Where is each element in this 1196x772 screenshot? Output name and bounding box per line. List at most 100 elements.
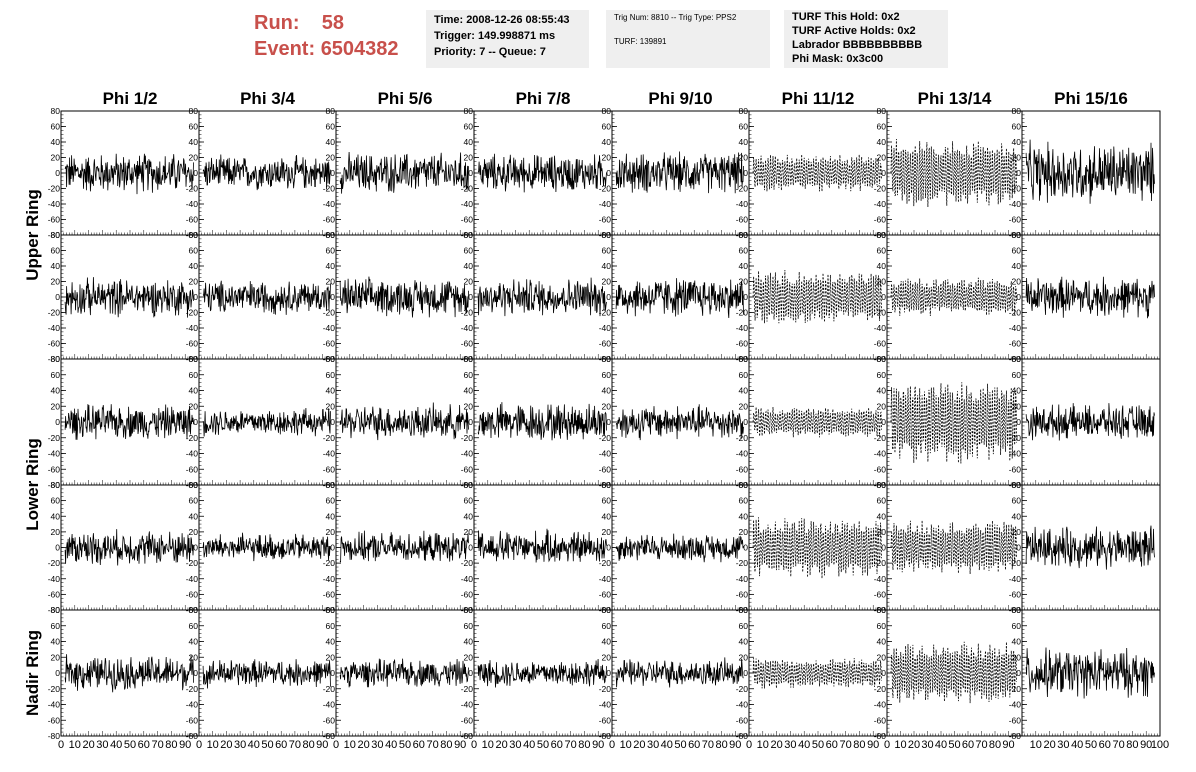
y-tick-label: -60 [1009,589,1022,599]
x-tick-label: 10 [620,739,632,751]
y-tick-label: 40 [189,261,199,271]
y-tick-label: 60 [51,621,61,631]
y-tick-label: -60 [874,589,887,599]
y-tick-label: 40 [1012,386,1022,396]
waveform-trace [477,153,607,193]
y-tick-label: -40 [736,700,749,710]
y-tick-label: 40 [739,137,749,147]
y-tick-label: -60 [874,215,887,225]
x-tick-label: 50 [812,739,824,751]
y-tick-label: 20 [464,527,474,537]
y-tick-label: 40 [1012,137,1022,147]
y-tick-label: 60 [464,621,474,631]
waveform-trace [477,277,607,317]
y-tick-label: 0 [1016,668,1021,678]
ring-label-3: Nadir Ring [23,630,42,716]
y-tick-label: -40 [874,449,887,459]
y-tick-label: -20 [874,558,887,568]
waveform-trace [890,138,1017,208]
y-tick-label: 20 [1012,153,1022,163]
y-tick-label: -40 [323,449,336,459]
run-value: 58 [321,12,345,34]
y-tick-label: 80 [326,480,336,490]
y-tick-label: 20 [739,153,749,163]
x-tick-label: 30 [1057,739,1069,751]
y-tick-label: 0 [606,543,611,553]
y-tick-label: 80 [877,354,887,364]
x-tick-label: 30 [921,739,933,751]
y-tick-label: -60 [461,339,474,349]
y-tick-label: 40 [877,637,887,647]
y-tick-label: -20 [874,433,887,443]
x-tick-label: 60 [962,739,974,751]
y-tick-label: 20 [877,652,887,662]
y-tick-label: 60 [326,370,336,380]
y-tick-label: 0 [468,417,473,427]
y-tick-label: 60 [1012,496,1022,506]
waveform-trace [339,151,469,194]
y-tick-label: 20 [1012,277,1022,287]
y-tick-label: -60 [1009,215,1022,225]
y-tick-label: 0 [468,543,473,553]
panel-frame [748,484,888,611]
priority-text: Priority: 7 -- Queue: 7 [434,46,546,58]
waveform-trace [1025,276,1155,319]
x-tick-label: 20 [82,739,94,751]
y-tick-label: 0 [330,292,335,302]
y-tick-label: -40 [736,449,749,459]
x-tick-label: 0 [196,739,202,751]
y-tick-label: -60 [461,215,474,225]
y-tick-label: 80 [739,605,749,615]
y-tick-label: -20 [736,558,749,568]
x-tick-label: 80 [302,739,314,751]
y-tick-label: 40 [51,261,61,271]
y-tick-label: 0 [1016,292,1021,302]
y-tick-label: -40 [1009,323,1022,333]
event-line: Event: 6504382 [254,36,399,62]
y-tick-label: -40 [323,199,336,209]
y-tick-label: -20 [186,558,199,568]
y-tick-label: -80 [48,354,61,364]
y-tick-label: -80 [874,731,887,741]
y-tick-label: 0 [55,668,60,678]
x-tick-label: 10 [1030,739,1042,751]
waveform-trace [1025,403,1155,441]
y-tick-label: 80 [51,354,61,364]
y-tick-label: -40 [461,323,474,333]
y-tick-label: 80 [51,230,61,240]
y-tick-label: -60 [186,589,199,599]
y-tick-label: -40 [48,199,61,209]
y-tick-label: -40 [1009,199,1022,209]
y-tick-label: 40 [877,261,887,271]
y-tick-label: 80 [464,230,474,240]
waveform-trace [202,659,331,689]
waveform-trace [339,658,469,688]
y-tick-label: -60 [186,464,199,474]
y-tick-label: 40 [602,511,612,521]
y-tick-label: -20 [48,684,61,694]
y-tick-label: -40 [461,449,474,459]
y-tick-label: 0 [55,543,60,553]
x-tick-label: 60 [275,739,287,751]
x-tick-label: 60 [826,739,838,751]
y-tick-label: 80 [51,106,61,116]
y-tick-label: -20 [186,684,199,694]
y-tick-label: -40 [599,323,612,333]
y-tick-label: -60 [874,715,887,725]
y-tick-label: 60 [1012,122,1022,132]
y-tick-label: -60 [599,464,612,474]
x-tick-label: 80 [989,739,1001,751]
y-tick-label: 20 [464,652,474,662]
x-tick-label: 20 [633,739,645,751]
y-tick-label: 80 [602,605,612,615]
y-tick-label: 40 [739,386,749,396]
y-tick-label: -40 [186,700,199,710]
y-tick-label: -40 [874,574,887,584]
x-tick-label: 30 [509,739,521,751]
y-tick-label: 60 [602,122,612,132]
y-tick-label: -20 [48,433,61,443]
column-title-6: Phi 11/12 [782,89,855,108]
x-tick-label: 20 [908,739,920,751]
y-tick-label: -20 [186,433,199,443]
y-tick-label: 40 [877,386,887,396]
